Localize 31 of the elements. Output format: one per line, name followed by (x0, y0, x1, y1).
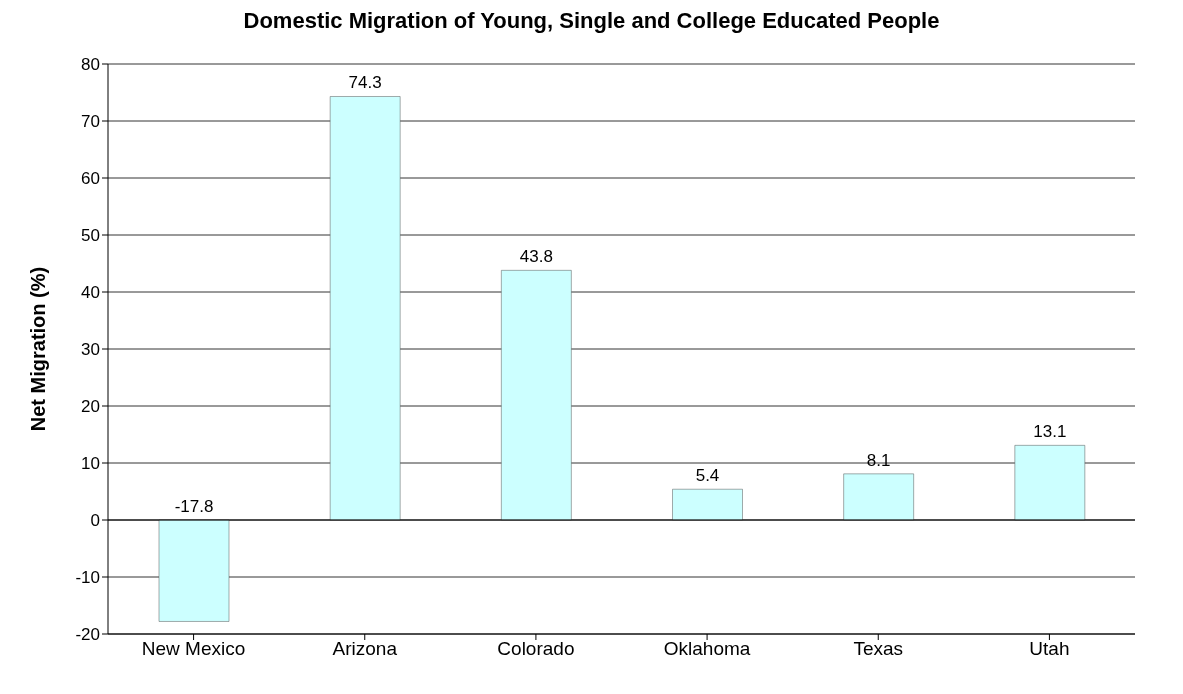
bar (158, 519, 230, 622)
bar (843, 473, 914, 521)
y-tick-label: 40 (81, 283, 100, 303)
x-tick-label: Utah (1029, 638, 1070, 660)
y-tick-label: -10 (75, 568, 100, 588)
y-tick-label: 20 (81, 397, 100, 417)
y-tick-label: 10 (81, 454, 100, 474)
data-label: 5.4 (695, 466, 720, 486)
data-label: 43.8 (519, 247, 553, 267)
x-tick-label: Arizona (332, 638, 398, 660)
chart-title: Domestic Migration of Young, Single and College Educated People (242, 8, 941, 34)
bar (501, 270, 572, 521)
bar (672, 488, 743, 521)
y-tick-label: 70 (81, 112, 100, 132)
x-tick-label: New Mexico (141, 638, 246, 660)
y-axis-title: Net Migration (%) (27, 266, 50, 432)
bar (1014, 445, 1086, 521)
y-tick-label: 80 (81, 55, 100, 75)
y-tick-label: 30 (81, 340, 100, 360)
y-tick-label: 0 (90, 511, 100, 531)
x-tick-label: Texas (853, 638, 904, 660)
y-tick-label: -20 (75, 625, 100, 645)
bar (329, 96, 401, 521)
y-tick-label: 50 (81, 226, 100, 246)
data-label: 8.1 (866, 450, 891, 470)
data-label: -17.8 (174, 497, 214, 516)
x-tick-label: Oklahoma (663, 638, 751, 660)
data-label: 74.3 (348, 73, 382, 93)
data-label: 13.1 (1033, 422, 1067, 442)
x-tick-label: Colorado (497, 638, 575, 660)
y-tick-label: 60 (81, 169, 100, 189)
